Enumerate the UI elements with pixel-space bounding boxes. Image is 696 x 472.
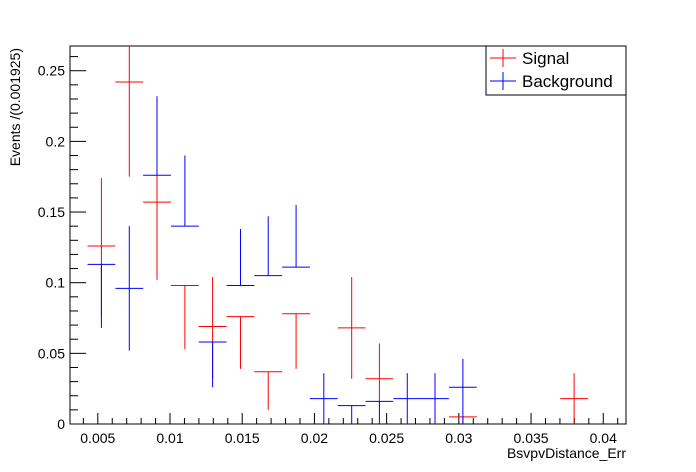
background-point — [115, 226, 144, 351]
signal-point — [282, 313, 310, 369]
background-point — [254, 216, 283, 277]
y-tick-label: 0.15 — [38, 204, 65, 220]
tick-labels: 0.005 0.01 0.015 0.02 0.025 0.03 0.035 0.04 0 0.0… — [38, 63, 617, 446]
x-tick-label: 0.015 — [225, 430, 260, 446]
x-tick-label: 0.025 — [369, 430, 404, 446]
y-tick-label: 0.25 — [38, 63, 65, 79]
background-point — [393, 373, 422, 424]
background-point — [87, 263, 116, 328]
y-tick-label: 0 — [57, 416, 65, 432]
x-axis-title: BsvpvDistance_Err — [507, 445, 626, 461]
x-tick-label: 0.035 — [514, 430, 549, 446]
background-point — [448, 358, 477, 424]
x-tick-label: 0.02 — [301, 430, 328, 446]
y-tick-label: 0.1 — [46, 275, 66, 291]
background-point — [309, 373, 338, 424]
signal-point — [226, 316, 255, 369]
background-point — [170, 155, 199, 227]
background-point — [337, 405, 366, 424]
series-layer — [87, 46, 588, 424]
x-tick-label: 0.005 — [80, 430, 115, 446]
legend-background-label: Background — [522, 72, 613, 91]
axis-ticks — [70, 56, 619, 425]
signal-point — [560, 373, 588, 424]
y-axis-title: Events /(0.001925) — [7, 48, 23, 166]
background-point — [365, 400, 394, 424]
legend: Signal Background — [485, 45, 627, 96]
background-point — [143, 96, 171, 176]
y-tick-label: 0.2 — [46, 133, 66, 149]
signal-point — [170, 285, 199, 350]
x-tick-label: 0.03 — [445, 430, 472, 446]
legend-signal-label: Signal — [522, 49, 569, 68]
plot-frame — [69, 45, 627, 425]
x-tick-label: 0.04 — [590, 430, 617, 446]
signal-point — [254, 371, 283, 410]
background-point — [226, 228, 255, 287]
y-tick-label: 0.05 — [38, 345, 65, 361]
legend-box — [485, 45, 627, 96]
background-point — [282, 204, 310, 268]
signal-point — [115, 46, 144, 177]
background-point — [198, 341, 227, 388]
signal-point — [365, 343, 394, 403]
background-point — [421, 373, 449, 424]
series-background — [87, 96, 477, 424]
x-tick-label: 0.01 — [156, 430, 183, 446]
signal-point — [337, 277, 366, 379]
